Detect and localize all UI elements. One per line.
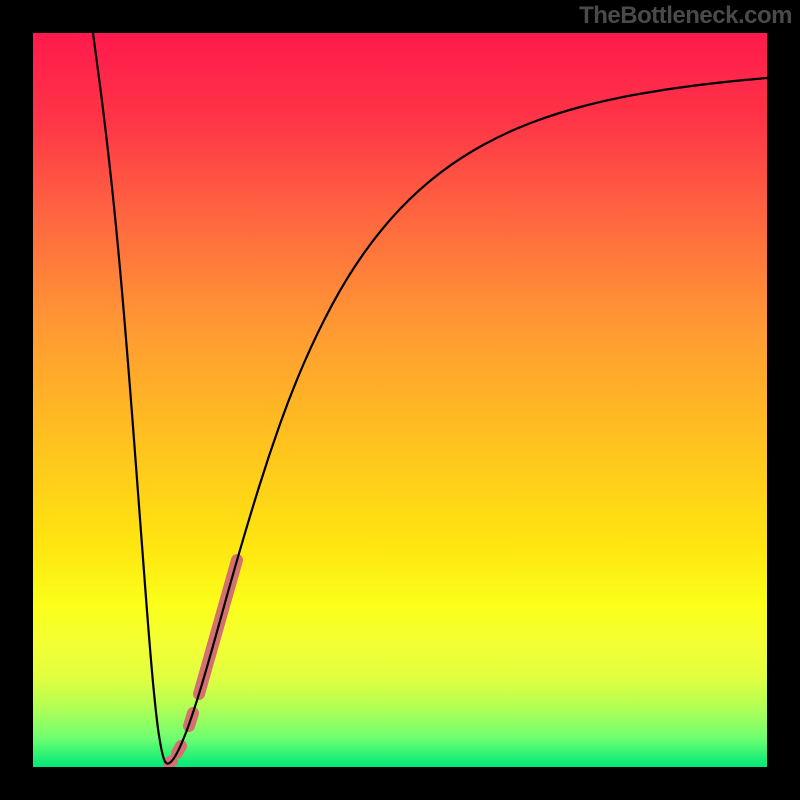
plot-area bbox=[33, 33, 767, 767]
watermark-text: TheBottleneck.com bbox=[579, 2, 792, 30]
plot-svg bbox=[33, 33, 767, 767]
gradient-background bbox=[33, 33, 767, 767]
chart-container: TheBottleneck.com bbox=[0, 0, 800, 800]
